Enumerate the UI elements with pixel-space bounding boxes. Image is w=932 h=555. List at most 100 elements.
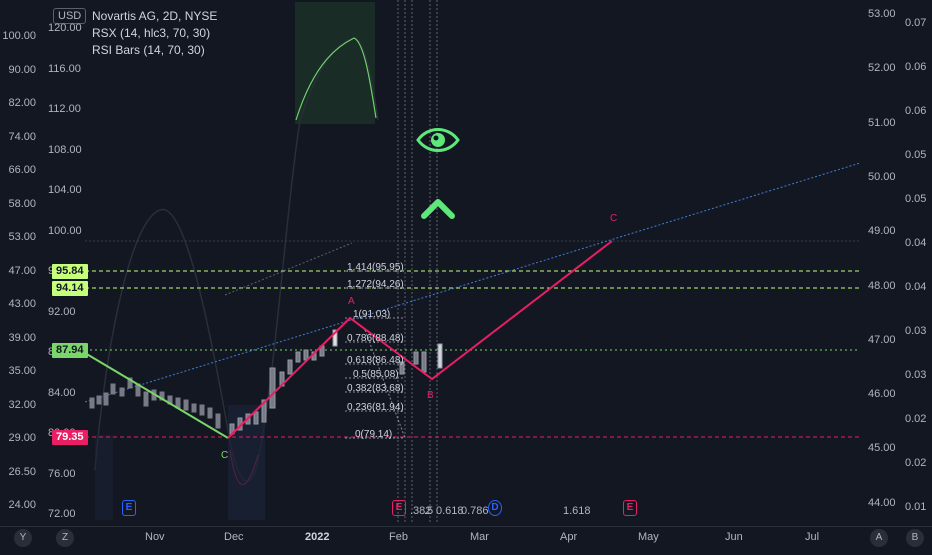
fib-bottom-label-0: .382 (410, 505, 432, 517)
corner-button-b[interactable]: B (906, 529, 924, 547)
month-label: Jun (725, 531, 743, 543)
left-axis-inner-tick: 100.00 (48, 224, 82, 237)
left-axis-outer-tick: 39.00 (8, 331, 36, 344)
fib-bottom-label-2: 0.618 (436, 505, 464, 517)
right-axis-price-tick: 53.00 (868, 8, 896, 20)
price-tag-87-94: 87.94 (52, 343, 88, 358)
right-axis-indicator-tick: 0.06 (905, 61, 927, 73)
month-label: Jul (805, 531, 820, 543)
event-earnings-badge[interactable]: E (122, 500, 136, 516)
right-axis-price-tick: 51.00 (868, 116, 896, 129)
fib-retracement-lines (345, 270, 405, 439)
right-axis-price-tick: 47.00 (868, 333, 896, 346)
left-axis-outer-tick: 24.00 (8, 499, 36, 511)
price-tag-94-14: 94.14 (52, 281, 88, 296)
wave-label-c-green: C (221, 450, 229, 461)
right-axis-price-tick: 50.00 (868, 170, 896, 183)
right-axis-indicator-tick: 0.07 (905, 17, 927, 29)
candles (89, 329, 443, 435)
left-axis-outer-tick: 100.00 (2, 30, 36, 42)
indicator-rsx[interactable]: RSX (14, hlc3, 70, 30) (92, 26, 211, 40)
trend-line-upper (84, 162, 861, 403)
corner-button-a[interactable]: A (870, 529, 888, 547)
price-tag-95-84: 95.84 (52, 264, 88, 279)
right-axis-price-tick: 52.00 (868, 62, 896, 75)
left-axis-inner-tick: 104.00 (48, 184, 82, 196)
indicator-rsi-bars[interactable]: RSI Bars (14, 70, 30) (92, 43, 205, 57)
fib-level-label: 1.272(94.26) (347, 279, 404, 290)
event-dividend-badge[interactable]: D (488, 500, 502, 516)
right-axis-price-tick: 46.00 (868, 388, 896, 401)
eye-icon (416, 128, 460, 152)
right-axis-indicator-tick: 0.02 (905, 457, 927, 469)
right-axis-indicator-tick: 0.05 (905, 149, 927, 161)
right-axis-price-tick: 45.00 (868, 442, 896, 455)
right-axis-indicator-tick: 0.06 (905, 105, 927, 117)
left-axis-outer-tick: 47.00 (8, 264, 36, 277)
left-axis-outer-tick: 53.00 (8, 231, 36, 243)
indicator-overbought-zone (295, 2, 375, 124)
left-axis-outer-tick: 26.50 (8, 465, 36, 478)
left-axis-outer-tick: 82.00 (8, 97, 36, 109)
month-label: Feb (389, 531, 408, 543)
left-axis-inner-tick: 76.00 (48, 467, 76, 480)
right-axis-indicator-tick: 0.01 (905, 501, 927, 513)
left-axis-inner-tick: 72.00 (48, 508, 76, 520)
left-axis-inner-tick: 108.00 (48, 143, 82, 156)
fib-level-label: 0.618(86.48) (347, 355, 404, 366)
fib-level-label: 1(91.03) (353, 309, 391, 320)
time-axis[interactable] (0, 526, 932, 551)
fib-bottom-label-4: 1.618 (563, 505, 591, 517)
wave-label-b: B (427, 390, 434, 401)
fib-level-label: 0.5(85.08) (353, 369, 399, 380)
left-axis-outer-tick: 35.00 (8, 365, 36, 377)
trend-line-channel (224, 242, 353, 296)
right-axis-indicator-tick: 0.03 (905, 369, 927, 381)
vertical-guides (397, 0, 438, 522)
left-axis-outer-tick: 32.00 (8, 398, 36, 411)
right-axis-price-tick: 48.00 (868, 279, 896, 292)
left-axis-outer-tick: 90.00 (8, 63, 36, 76)
right-axis-indicator-tick: 0.03 (905, 325, 927, 337)
month-label: 2022 (305, 531, 330, 543)
wave-red-line (227, 240, 613, 439)
left-axis-outer-tick: 58.00 (8, 197, 36, 210)
oversold-shade-left (95, 435, 113, 520)
left-axis-outer-tick: 29.00 (8, 432, 36, 444)
fib-level-label: 1.414(95.95) (347, 262, 404, 273)
left-axis-inner-tick: 112.00 (48, 103, 81, 115)
left-axis-inner-tick: 116.00 (48, 62, 81, 75)
wave-label-c: C (610, 213, 618, 224)
event-earnings-badge[interactable]: E (623, 500, 637, 516)
fib-level-label: 0.236(81.94) (347, 402, 404, 413)
wave-green-line (84, 352, 229, 439)
right-axis-indicator-tick: 0.05 (905, 193, 927, 205)
left-axis-outer-tick: 43.00 (8, 298, 36, 310)
right-axis-price-tick: 44.00 (868, 496, 896, 509)
right-axis-indicator-tick: 0.04 (905, 281, 927, 293)
month-label: May (638, 531, 659, 543)
event-earnings-badge[interactable]: E (392, 500, 406, 516)
fib-diagonal (364, 329, 406, 439)
currency-badge[interactable]: USD (53, 8, 87, 24)
symbol-title[interactable]: Novartis AG, 2D, NYSE (92, 9, 218, 23)
left-axis-outer-tick: 74.00 (8, 130, 36, 143)
corner-button-y[interactable]: Y (14, 529, 32, 547)
left-axis-inner-tick: 120.00 (48, 22, 82, 34)
month-label: Mar (470, 531, 489, 543)
left-axis-inner-tick: 92.00 (48, 305, 76, 318)
fib-bottom-label-3: 0.786 (461, 505, 489, 517)
price-tag-79-35: 79.35 (52, 430, 88, 445)
wave-label-a: A (348, 296, 355, 307)
rsx-overbought-segment (295, 37, 377, 121)
fib-level-label: 0.382(83.68) (347, 383, 404, 394)
left-axis-outer-tick: 66.00 (8, 164, 36, 176)
corner-button-z[interactable]: Z (56, 529, 74, 547)
fib-bottom-label-1: .5 (424, 505, 434, 517)
chevron-up-icon (421, 199, 455, 219)
right-axis-indicator-tick: 0.04 (905, 237, 927, 249)
month-label: Dec (224, 531, 244, 543)
fib-level-label: 0.786(88.48) (347, 333, 404, 344)
